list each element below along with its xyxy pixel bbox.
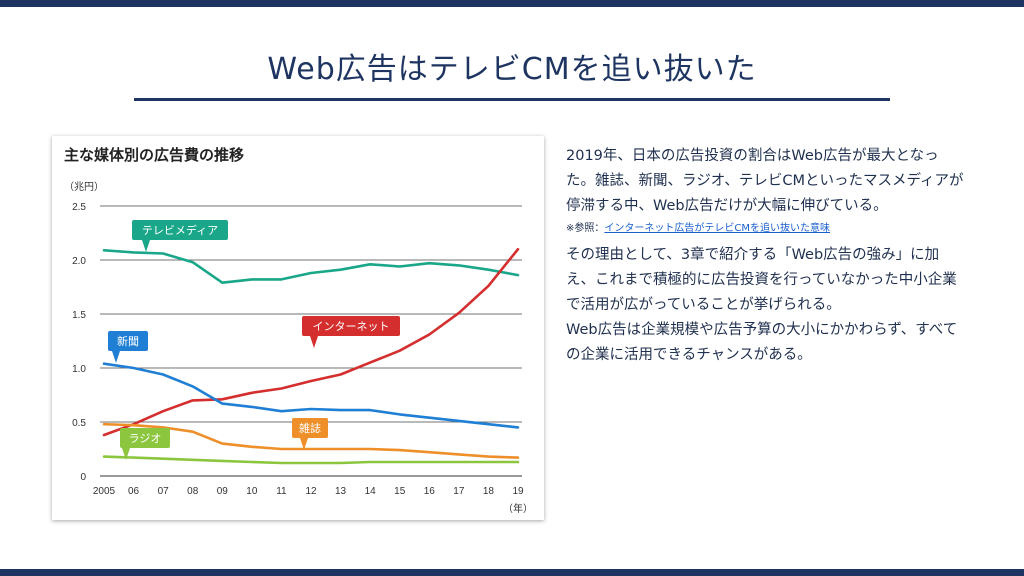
x-tick-label: 15 <box>394 486 406 497</box>
paragraph-opportunity: Web広告は企業規模や広告予算の大小にかかわらず、すべての企業に活用できるチャン… <box>566 322 958 363</box>
paragraph-reason: その理由として、3章で紹介する「Web広告の強み」に加え、これまで積極的に広告投… <box>566 247 957 313</box>
series-label: インターネット <box>313 320 390 333</box>
x-tick-label: 11 <box>276 486 287 497</box>
series-line <box>102 249 520 284</box>
y-tick-label: 1.5 <box>72 310 86 321</box>
x-tick-label: 06 <box>128 486 140 497</box>
series-label: テレビメディア <box>142 223 218 237</box>
series-line <box>102 362 520 429</box>
reference-prefix: ※参照： <box>566 223 605 234</box>
x-tick-label: 18 <box>483 486 495 497</box>
legend-tag <box>120 428 170 448</box>
x-tick-label: 12 <box>305 486 317 497</box>
y-tick-label: 0.5 <box>72 418 86 429</box>
x-tick-label: 09 <box>217 486 229 497</box>
chart-title: 主な媒体別の広告費の推移 <box>64 146 244 164</box>
chart-figure: 主な媒体別の広告費の推移 （兆円） 0 0.5 1.0 1.5 2.0 2.5 2005 06 07… <box>52 136 544 520</box>
x-tick-label: 14 <box>365 486 377 497</box>
series-line <box>102 247 520 437</box>
legend-pointer <box>310 336 318 348</box>
legend-tag <box>108 331 148 351</box>
x-tick-label: 2005 <box>93 486 116 497</box>
legend-pointer <box>112 351 120 363</box>
x-tick-label: 08 <box>187 486 199 497</box>
x-tick-label: 16 <box>424 486 436 497</box>
y-tick-label: 0 <box>80 472 86 483</box>
text-column: 2019年、日本の広告投資の割合はWeb広告が最大となった。雑誌、新聞、ラジオ、… <box>566 144 966 368</box>
y-tick-label: 1.0 <box>72 364 86 375</box>
legend-tag <box>302 316 400 336</box>
series-line <box>102 455 520 465</box>
series-label: ラジオ <box>129 432 162 445</box>
x-tick-label: 19 <box>512 486 524 497</box>
legend-tag <box>292 418 328 438</box>
series-line <box>102 422 520 459</box>
series-label: 雑誌 <box>299 421 321 435</box>
x-tick-label: 13 <box>335 486 347 497</box>
legend-tag <box>132 220 228 240</box>
paragraph-summary: 2019年、日本の広告投資の割合はWeb広告が最大となった。雑誌、新聞、ラジオ、… <box>566 148 964 214</box>
bottom-accent-bar <box>0 569 1024 576</box>
y-tick-label: 2.0 <box>72 256 86 267</box>
x-tick-label: 17 <box>453 486 465 497</box>
title-underline <box>134 98 890 101</box>
y-axis-unit: （兆円） <box>64 181 104 193</box>
top-accent-bar <box>0 0 1024 7</box>
legend-pointer <box>300 438 308 450</box>
reference-note: ※参照：インターネット広告がテレビCMを追い抜いた意味 <box>566 221 966 237</box>
legend-pointer <box>142 240 150 252</box>
series-label: 新聞 <box>117 334 139 348</box>
y-tick-label: 2.5 <box>72 202 86 213</box>
x-tick-label: 07 <box>158 486 170 497</box>
line-chart: 主な媒体別の広告費の推移 （兆円） 0 0.5 1.0 1.5 2.0 2.5 2005 06 07… <box>64 146 533 515</box>
x-tick-label: 10 <box>246 486 258 497</box>
legend-pointer <box>122 448 130 460</box>
x-axis-unit: （年） <box>503 502 533 515</box>
slide-title: Web広告はテレビCMを追い抜いた <box>267 52 757 87</box>
reference-link[interactable]: インターネット広告がテレビCMを追い抜いた意味 <box>604 223 831 234</box>
